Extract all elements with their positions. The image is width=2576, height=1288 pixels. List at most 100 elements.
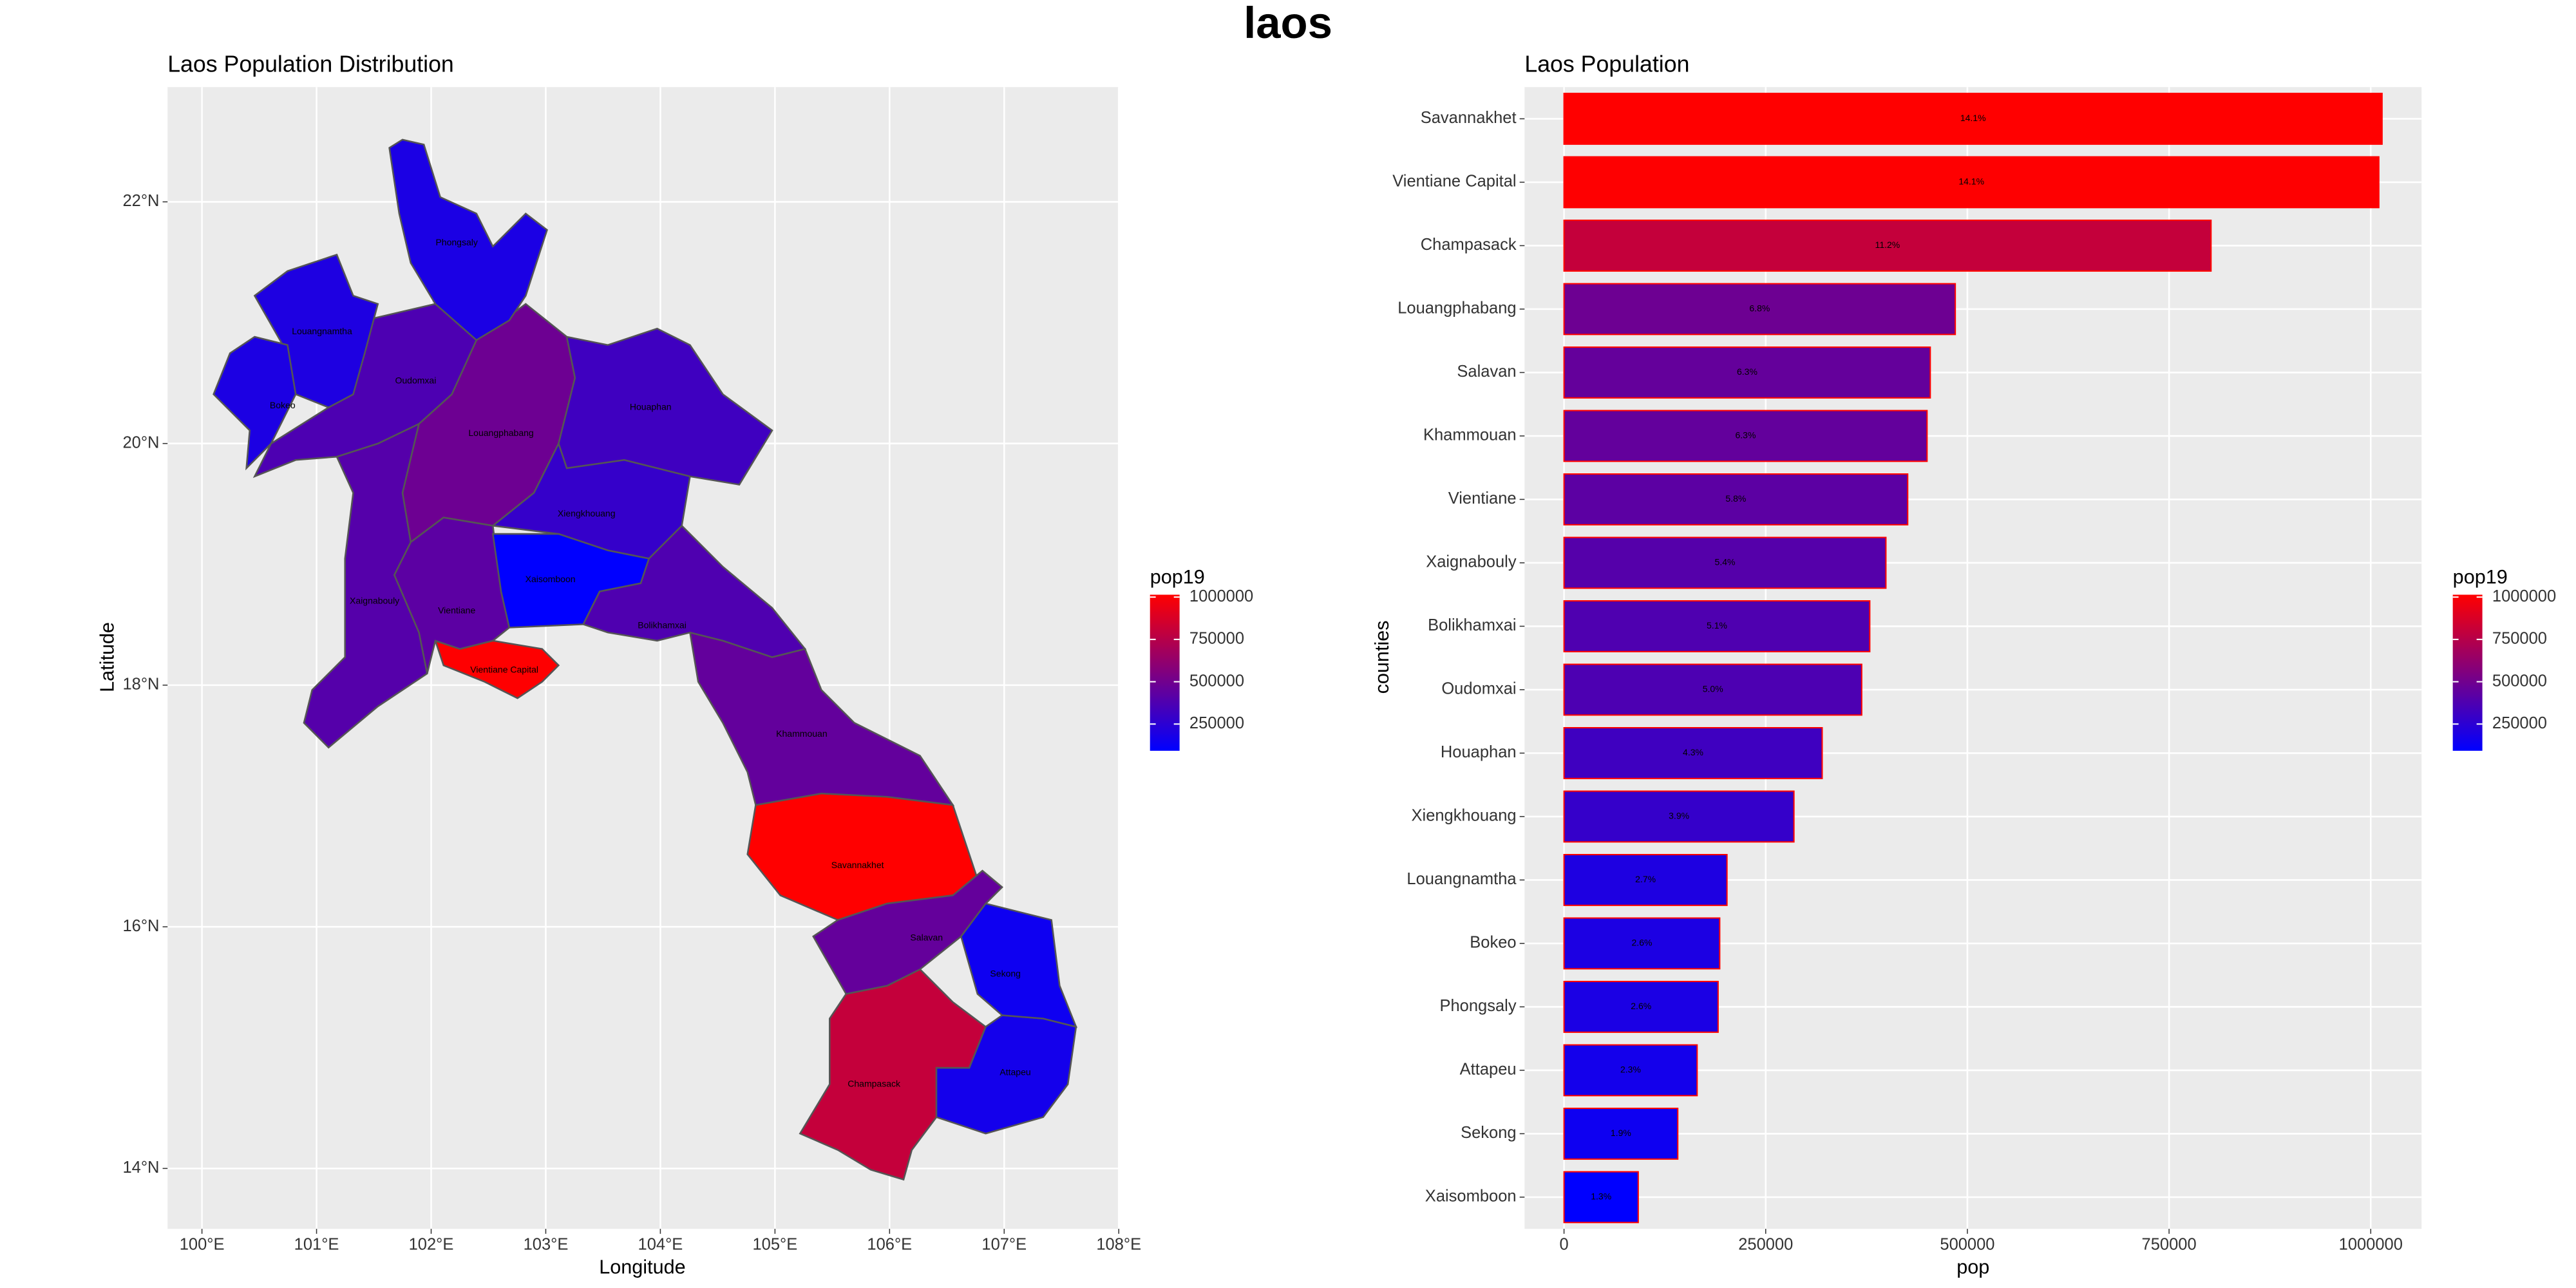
map-y-label: Latitude (96, 622, 118, 692)
bar (1563, 93, 2383, 145)
bar (1563, 663, 1862, 716)
bar-label: 3.9% (1669, 811, 1689, 821)
y-tick-label: Champasack (1421, 236, 1517, 254)
bar-label: 5.0% (1703, 684, 1723, 694)
province-label: Bolikhamxai (638, 620, 687, 630)
bar-label: 2.7% (1635, 874, 1656, 884)
y-tick-label: 16°N (122, 917, 159, 935)
y-tick-label: 20°N (122, 433, 159, 451)
y-tick-label: Attapeu (1460, 1061, 1517, 1079)
bar-label: 5.8% (1725, 493, 1746, 504)
legend-label: 250000 (1189, 714, 1244, 732)
bar-label: 14.1% (1960, 113, 1986, 123)
province (582, 524, 807, 658)
bar (1563, 917, 1721, 970)
x-tick-label: 108°E (1096, 1235, 1141, 1253)
y-tick-label: 22°N (122, 192, 159, 210)
x-tick-label: 1000000 (2339, 1235, 2403, 1253)
y-tick-label: Xiengkhouang (1412, 807, 1517, 825)
legend-label: 750000 (1189, 630, 1244, 648)
y-tick-label: Salavan (1457, 363, 1516, 381)
x-tick-label: 100°E (180, 1235, 225, 1253)
y-tick-label: Bolikhamxai (1428, 616, 1516, 634)
bar (1563, 790, 1795, 843)
province (303, 422, 428, 749)
bar-label: 1.9% (1611, 1128, 1631, 1138)
x-tick-label: 106°E (867, 1235, 912, 1253)
province-label: Louangphabang (468, 428, 533, 438)
bar (1563, 600, 1871, 652)
bar (1563, 1171, 1639, 1224)
bar-label: 6.3% (1737, 366, 1757, 377)
bar-label: 2.3% (1620, 1065, 1641, 1075)
province-label: Vientiane (438, 605, 475, 616)
province (213, 336, 297, 471)
y-tick-label: Oudomxai (1441, 680, 1516, 698)
y-tick-label: Louangnamtha (1406, 870, 1517, 888)
province (491, 533, 650, 629)
province-label: Xiengkhouang (558, 508, 616, 518)
bar-label: 2.6% (1631, 1001, 1651, 1011)
color-bar (2452, 594, 2483, 751)
bar (1563, 854, 1728, 906)
bar (1563, 473, 1909, 526)
bar-panel (1524, 87, 2422, 1229)
bar-label: 11.2% (1875, 240, 1900, 250)
y-tick-label: Sekong (1461, 1124, 1517, 1142)
x-tick-label: 107°E (981, 1235, 1027, 1253)
province-label: Xaignabouly (350, 595, 399, 605)
y-tick-label: Bokeo (1470, 934, 1516, 952)
province-label: Bokeo (270, 400, 296, 410)
bar-label: 1.3% (1591, 1191, 1611, 1202)
x-tick-label: 750000 (2142, 1235, 2197, 1253)
y-tick-label: Vientiane (1448, 489, 1517, 507)
y-tick-label: Xaisomboon (1425, 1188, 1517, 1206)
province (388, 138, 548, 341)
x-tick-label: 500000 (1940, 1235, 1994, 1253)
province-label: Champasack (848, 1078, 901, 1088)
bar (1563, 536, 1887, 589)
bar-label: 2.6% (1632, 938, 1653, 948)
y-tick-label: Xaignabouly (1426, 553, 1517, 571)
province-label: Oudomxai (395, 375, 436, 386)
y-tick-label: Savannakhet (1421, 109, 1517, 127)
province-label: Savannakhet (831, 860, 884, 870)
x-tick-label: 102°E (409, 1235, 454, 1253)
legend-label: 1000000 (2492, 587, 2556, 605)
bar (1563, 283, 1956, 336)
province-label: Sekong (990, 968, 1021, 978)
bar-y-label: counties (1371, 620, 1393, 694)
province (960, 902, 1078, 1028)
bar-title: Laos Population (1524, 51, 1689, 77)
bar-label: 5.4% (1715, 557, 1736, 567)
bar-label: 5.1% (1707, 620, 1727, 630)
province-label: Phongsaly (435, 237, 477, 247)
bar-label: 6.3% (1735, 430, 1756, 440)
legend-label: 500000 (1189, 672, 1244, 690)
bar (1563, 346, 1931, 399)
legend-label: 750000 (2492, 630, 2547, 648)
province-label: Khammouan (776, 728, 827, 739)
y-tick-label: Houaphan (1441, 743, 1517, 761)
province-label: Salavan (910, 932, 943, 942)
bar-label: 4.3% (1683, 747, 1703, 757)
legend-label: 1000000 (1189, 587, 1253, 605)
x-tick-label: 105°E (752, 1235, 797, 1253)
province-label: Vientiane Capital (470, 665, 538, 675)
bar (1563, 1107, 1679, 1160)
province (799, 968, 987, 1181)
page-title: laos (1244, 0, 1332, 48)
x-tick-label: 103°E (524, 1235, 569, 1253)
bar (1563, 220, 2212, 272)
x-tick-label: 104°E (638, 1235, 683, 1253)
province-label: Louangnamtha (292, 326, 352, 336)
bar (1563, 156, 2380, 209)
map-title: Laos Population Distribution (167, 51, 454, 77)
legend-label: 500000 (2492, 672, 2547, 690)
bar-x-label: pop (1956, 1256, 1989, 1278)
bar (1563, 981, 1719, 1033)
y-tick-label: 14°N (122, 1159, 159, 1177)
bar-label: 14.1% (1958, 176, 1984, 187)
bar (1563, 410, 1928, 462)
